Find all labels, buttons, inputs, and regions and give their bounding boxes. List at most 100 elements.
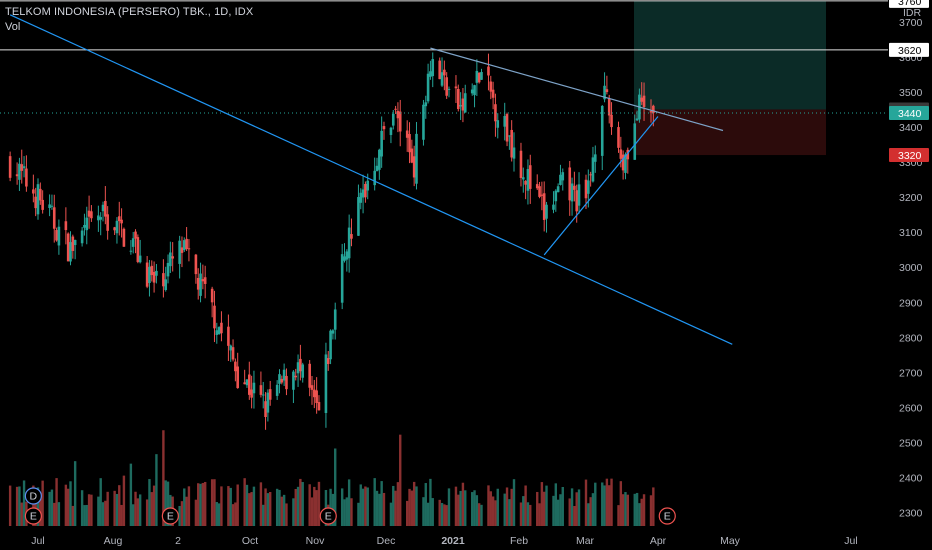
candle-body [405,130,409,138]
volume-bar [115,493,119,526]
volume-bar [524,485,527,526]
candle-body [443,69,446,76]
volume-bar [594,482,597,526]
candle-body [343,256,346,261]
volume-bar [522,496,525,526]
price-tag-bg [889,42,929,57]
candle-body [145,262,149,287]
volume-bar [113,490,116,526]
candle-body [8,156,12,178]
candle-body [41,199,44,210]
volume-bar [396,482,400,526]
candle-body [80,230,84,244]
volume-bar [73,461,77,526]
candle-body [169,252,172,267]
candle-body [447,88,451,90]
volume-bar [621,494,625,526]
volume-bar [315,490,318,526]
candle-body [607,98,611,116]
candle-body [415,133,418,184]
candle-body [252,382,256,394]
candle-body [57,226,61,246]
time-axis[interactable]: Jul Aug 2 Oct Nov Dec 2021 Feb Mar Apr May Jul [31,535,857,547]
candle-body [542,193,546,220]
volume-bar [106,491,109,526]
candle-body [32,189,35,194]
volume-bar [361,488,365,526]
trendlines[interactable] [9,14,733,345]
volume-bar [412,481,416,526]
volume-bar [266,493,270,526]
candle-body [250,389,253,398]
candle-body [217,327,221,335]
candle-body [196,277,200,290]
candle-body [591,157,595,182]
candle-body [552,204,555,210]
volume-bar [118,485,121,526]
volume-bar [608,485,611,526]
candle-body [220,322,223,334]
volume-bar [382,492,386,526]
candle-body [410,148,414,163]
volume-bar [69,481,72,526]
candle-body [635,118,639,121]
volume-bar [640,498,643,526]
volume-bar [185,496,188,526]
candle-body [587,180,590,194]
candle-body [412,156,416,178]
volume-bar [457,494,460,526]
volume-bar [577,489,581,526]
volume-bar [215,502,218,526]
symbol-title[interactable]: TELKOM INDONESIA (PERSERO) TBK., 1D, IDX [5,6,254,18]
volume-bar [132,504,135,526]
candle-body [626,149,630,160]
candle-body [129,250,133,252]
candle-body [380,130,383,157]
candle-body [621,154,625,171]
candle-body [619,149,623,159]
candle-body [20,164,24,171]
volume-bar [152,485,156,526]
volume-bar [540,482,544,526]
candle-body [519,150,523,178]
volume-bar [343,499,346,526]
price-tick-label: 3700 [899,17,923,29]
event-marker-label: D [30,491,38,503]
candle-body [489,81,493,92]
candle-body [577,184,581,206]
volume-bar [375,490,379,526]
candle-body [187,248,191,250]
candle-body [605,89,609,93]
candle-body [396,110,400,119]
candle-body [52,207,56,229]
volume-bar [496,488,499,526]
volume-bar [373,478,376,526]
candle-body [152,271,156,283]
volume-label[interactable]: Vol [5,21,21,33]
event-marker-label: E [167,511,174,523]
volume-bar [262,504,265,526]
event-marker-e [24,507,42,525]
price-tag-label: 3760 [898,0,922,8]
price-axis[interactable]: 2300 2400 2500 2600 2700 2800 2900 3000 3100 3200… [888,0,932,550]
candle-body [106,214,109,231]
price-tick-label: 2700 [899,367,923,379]
volume-bar [296,486,300,526]
candle-body [440,72,444,86]
candle-body [231,347,235,360]
volume-bar [552,495,555,526]
candle-body [521,177,525,180]
candle-body [561,172,565,181]
candle-body [429,71,432,77]
candle-body [138,255,142,263]
candle-body [292,371,295,390]
volume-bar [357,502,360,526]
candle-body [593,154,597,162]
volume-bar [642,494,646,526]
volume-bar [587,503,590,526]
candle-body [347,227,351,259]
price-tick-label: 3500 [899,87,923,99]
volume-bar [635,492,639,526]
price-tag-label: 3620 [898,45,922,57]
